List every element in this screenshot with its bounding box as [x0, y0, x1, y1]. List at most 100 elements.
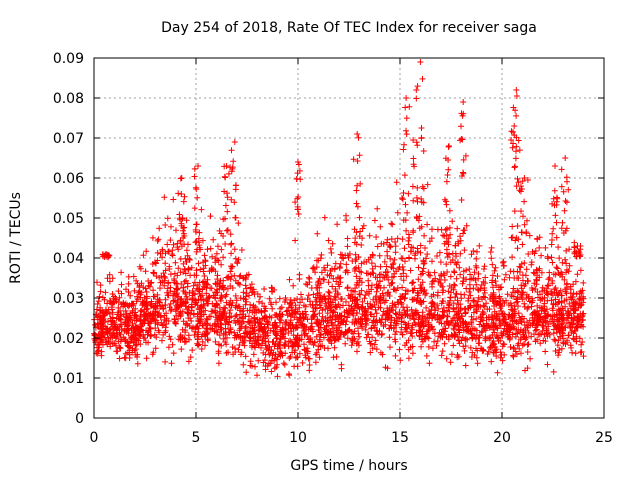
data-point [452, 294, 459, 300]
data-point [277, 305, 284, 312]
data-point [563, 296, 570, 303]
data-point [286, 301, 293, 308]
y-tick-labels: 0 0.01 0.02 0.03 0.04 0.05 0.06 0.07 0.08 0.09 [53, 51, 84, 427]
data-point [216, 313, 223, 320]
data-point [553, 234, 560, 241]
data-point [130, 273, 137, 280]
data-point [403, 127, 409, 134]
data-point [519, 296, 526, 303]
data-point [223, 313, 230, 320]
data-point [190, 282, 197, 289]
data-point [517, 326, 524, 333]
data-point [147, 324, 154, 331]
data-point [344, 285, 351, 292]
data-point [417, 282, 424, 288]
data-point [261, 286, 268, 292]
data-point [321, 276, 328, 283]
data-point [417, 242, 424, 249]
data-point [214, 281, 221, 287]
data-point [267, 350, 274, 357]
data-point [496, 293, 503, 300]
data-point [197, 313, 204, 320]
data-point [227, 231, 234, 238]
data-point [174, 244, 181, 251]
data-point [395, 299, 402, 306]
data-point [521, 333, 528, 340]
data-point [155, 236, 162, 243]
data-point [117, 345, 124, 351]
data-point [122, 307, 129, 314]
data-point [452, 242, 459, 249]
data-point [558, 166, 565, 173]
data-point [257, 333, 264, 340]
data-point [178, 220, 185, 227]
data-point [325, 331, 332, 338]
data-point [415, 320, 422, 327]
data-point [458, 197, 465, 203]
data-point [547, 313, 554, 320]
data-point [494, 313, 501, 320]
data-point [168, 223, 174, 230]
data-point [316, 354, 323, 361]
data-point [443, 232, 450, 239]
data-point [306, 279, 313, 286]
data-point [273, 356, 280, 363]
data-point [142, 268, 149, 275]
data-point [402, 104, 409, 111]
data-point [438, 352, 445, 359]
data-point [227, 297, 234, 304]
data-point [513, 148, 519, 155]
data-point [247, 358, 254, 365]
data-point [533, 277, 540, 284]
data-point [356, 291, 363, 298]
data-point [348, 287, 355, 294]
data-point [552, 348, 559, 354]
data-point [551, 322, 558, 329]
data-point [332, 309, 339, 316]
data-point [154, 237, 161, 244]
data-point [556, 325, 563, 332]
data-point [514, 342, 521, 349]
data-point [442, 325, 449, 332]
data-point [93, 306, 100, 313]
data-point [445, 288, 452, 295]
data-point [429, 283, 436, 290]
data-point [149, 234, 156, 241]
data-point [184, 252, 191, 259]
data-point [503, 322, 510, 329]
data-point [562, 227, 569, 234]
data-point [249, 309, 256, 316]
data-point [255, 337, 262, 344]
data-point [322, 317, 329, 324]
data-point [329, 283, 336, 290]
data-point [256, 316, 263, 323]
data-point [396, 309, 403, 316]
data-point [450, 300, 457, 307]
data-point [216, 227, 223, 234]
data-point [551, 187, 558, 194]
data-point [137, 318, 144, 325]
data-point [224, 208, 231, 215]
data-point [353, 200, 360, 207]
data-point [310, 328, 316, 335]
data-point [109, 334, 116, 341]
data-point [565, 310, 571, 317]
data-point [343, 217, 350, 224]
chart-title: Day 254 of 2018, Rate Of TEC Index for r… [161, 20, 537, 36]
data-point [549, 305, 556, 312]
data-point [570, 290, 577, 297]
data-point [438, 300, 445, 307]
data-point [577, 246, 584, 253]
data-point [441, 277, 448, 283]
data-point [103, 251, 110, 257]
data-point [531, 280, 538, 287]
data-point [233, 312, 240, 319]
data-point [306, 355, 313, 362]
data-point [240, 274, 247, 281]
data-point [138, 314, 144, 320]
data-point [530, 269, 537, 276]
data-point [360, 222, 367, 229]
data-point [470, 309, 477, 316]
data-point [192, 239, 199, 246]
data-point [542, 312, 549, 319]
